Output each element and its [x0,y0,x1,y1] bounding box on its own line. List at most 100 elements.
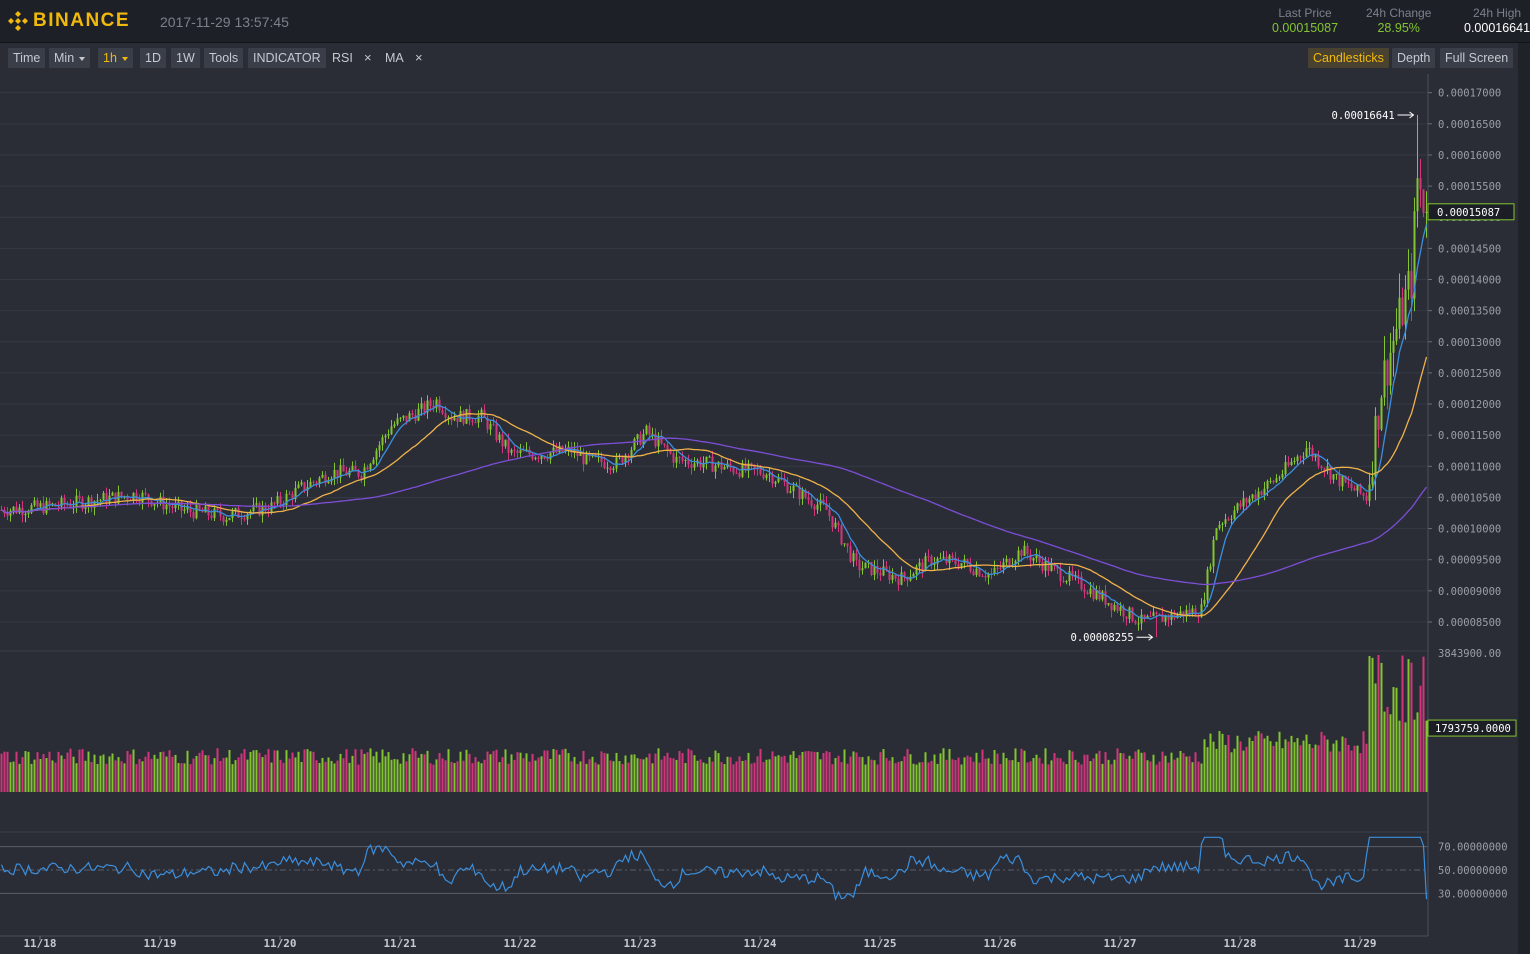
candle-body [573,448,576,453]
volume-bar [261,757,264,792]
volume-bar [1065,764,1068,792]
volume-bar [96,764,99,792]
volume-bar [1089,761,1092,792]
candle-body [1152,612,1155,617]
candle-body [30,505,33,513]
candle-body [714,465,717,472]
candle-body [1398,297,1401,329]
volume-bar [1341,736,1344,792]
candle-body [909,576,912,581]
time-button[interactable]: Time [8,48,46,68]
tools-button[interactable]: Tools [204,48,244,68]
volume-bar [528,761,531,792]
volume-bar [426,750,429,792]
candle-body [756,468,759,470]
volume-bar [1416,712,1419,792]
volume-bar [1029,761,1032,792]
volume-bar [1038,757,1041,792]
candle-body [582,453,585,465]
volume-bar [1221,733,1224,792]
candle-body [291,493,294,500]
candle-body [363,467,366,480]
candle-body [165,504,168,510]
candle-body [888,570,891,580]
depth-button[interactable]: Depth [1392,48,1436,68]
volume-bar [1314,744,1317,792]
candle-body [171,506,174,509]
price-tick-label: 0.00013000 [1438,337,1501,349]
volume-bar [1020,748,1023,792]
volume-bar [273,750,276,792]
volume-bar [555,749,558,792]
binance-logo[interactable]: BINANCE [6,9,130,33]
volume-bar [732,764,735,792]
candle-body [1347,482,1350,484]
volume-bar [1251,740,1254,792]
volume-bar [1134,751,1137,792]
volume-bar [210,764,213,792]
volume-bar [594,762,597,792]
volume-bar [1068,750,1071,792]
date-label: 11/22 [503,937,536,950]
candle-body [1149,616,1152,618]
candle-body [1083,589,1086,593]
ma-remove-button[interactable]: × [415,50,423,65]
volume-bar [456,761,459,792]
volume-bar [24,751,27,792]
volume-bar [675,759,678,792]
volume-bar [1185,756,1188,792]
rsi-remove-button[interactable]: × [364,50,372,65]
volume-bar [1419,685,1422,792]
interval-1w-button[interactable]: 1W [171,48,200,68]
candle-body [321,474,324,478]
fullscreen-button[interactable]: Full Screen [1440,48,1514,68]
volume-bar [1227,734,1230,792]
volume-bar [447,749,450,792]
candle-body [27,512,30,514]
volume-bar [1236,735,1239,792]
indicator-button[interactable]: INDICATOR [248,48,326,68]
candle-body [1425,211,1428,213]
volume-bar [468,753,471,792]
volume-bar [465,749,468,792]
volume-bar [561,749,564,792]
volume-bar [78,749,81,792]
volume-bar [1179,751,1182,792]
volume-bar [372,756,375,792]
price-axis: 0.00017000 0.00016500 0.00016000 0.00015500… [1427,88,1517,900]
candle-body [309,481,312,488]
candle-body [681,457,684,461]
volume-bar [1188,756,1191,792]
interval-dropdown[interactable]: 1h [98,48,133,68]
volume-bar [90,761,93,792]
candle-body [423,403,426,413]
candle-body [960,563,963,568]
candle-body [630,449,633,459]
volume-bar [1128,755,1131,792]
volume-bar [1257,731,1260,792]
candle-body [621,456,624,463]
candle-body [1008,558,1011,567]
candle-body [624,455,627,463]
volume-bar [213,758,216,792]
candle-body [1095,589,1098,600]
candle-body [1302,456,1305,458]
candlesticks-button[interactable]: Candlesticks [1308,48,1389,68]
volume-bar [0,753,3,792]
interval-1d-button[interactable]: 1D [140,48,166,68]
last-price-stat: Last Price 0.00015087 [1272,6,1338,35]
min-dropdown[interactable]: Min [49,48,91,68]
candle-body [948,555,951,564]
volume-bar [546,750,549,792]
chevron-down-icon [121,56,128,61]
volume-bar [312,751,315,792]
volume-bar [630,754,633,792]
volume-bars [0,655,1428,792]
candle-body [1143,614,1146,619]
volume-bar [723,764,726,792]
candle-body [6,513,9,516]
candle-body [942,556,945,559]
candle-body [762,474,765,479]
candle-body [849,546,852,562]
